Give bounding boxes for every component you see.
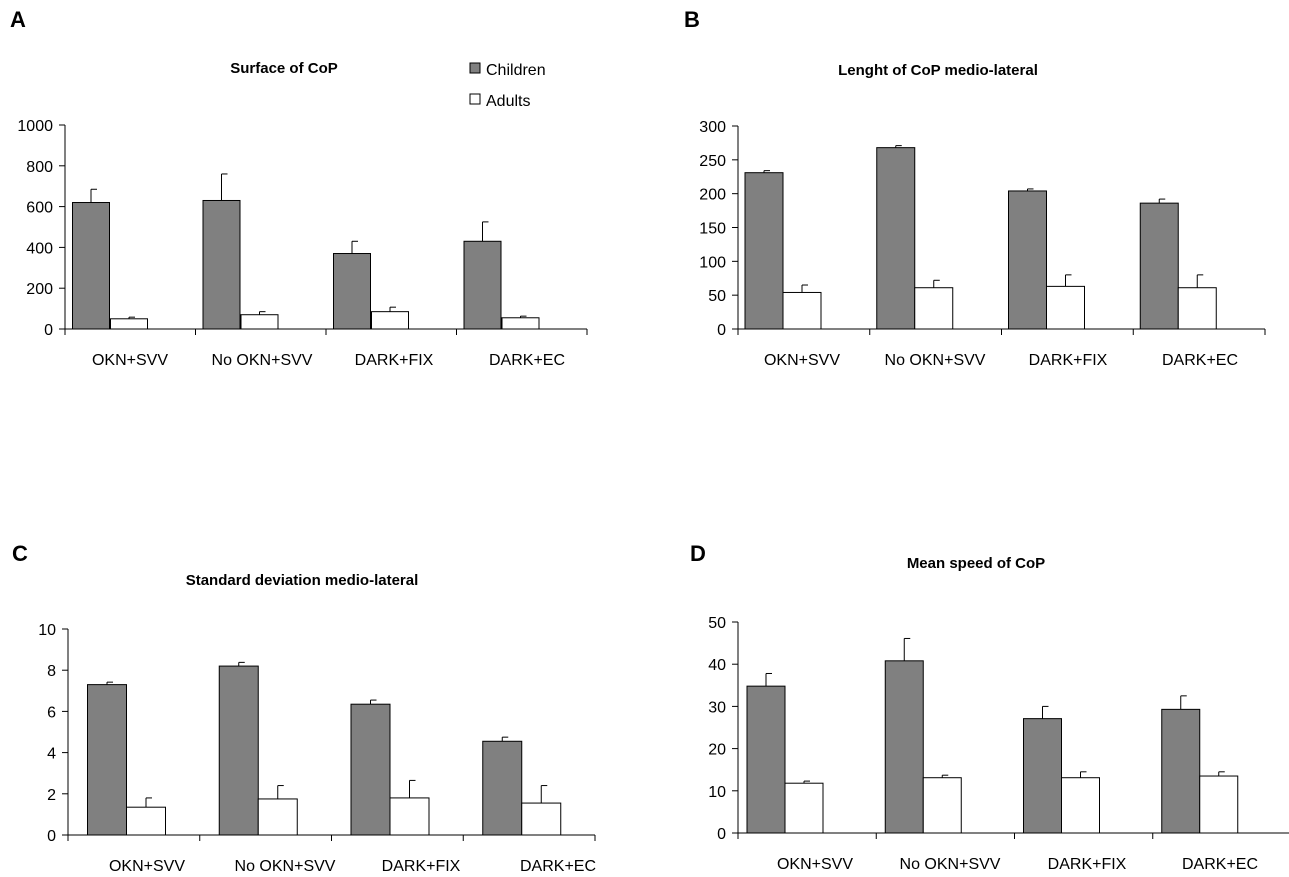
panel-d-title: Mean speed of CoP bbox=[907, 555, 1045, 572]
panel-b-category-label-2: DARK+FIX bbox=[1029, 352, 1108, 369]
panel-c-title: Standard deviation medio-lateral bbox=[186, 572, 419, 589]
panel-d-y-tick-label-5: 50 bbox=[708, 615, 726, 632]
panel-a-y-tick-label-3: 600 bbox=[26, 200, 53, 217]
panel-d-y-tick-label-4: 40 bbox=[708, 657, 726, 674]
panel-b-bar-children-0 bbox=[744, 172, 784, 330]
panel-a-y-tick-label-0: 0 bbox=[44, 322, 53, 339]
panel-a-y-tick-label-2: 400 bbox=[26, 240, 53, 257]
panel-b-bar-adults-2 bbox=[1046, 285, 1085, 330]
legend-label-adults: Adults bbox=[486, 93, 530, 110]
panel-c-y-tick-label-5: 10 bbox=[38, 622, 56, 639]
panel-b-category-label-3: DARK+EC bbox=[1162, 352, 1238, 369]
panel-d-bar-children-3 bbox=[1161, 708, 1201, 834]
panel-c-y-tick-label-2: 4 bbox=[47, 746, 56, 763]
panel-d-bar-adults-0 bbox=[784, 782, 824, 834]
panel-a-bar-adults-1 bbox=[240, 314, 279, 330]
panel-a-category-label-0: OKN+SVV bbox=[92, 352, 168, 369]
panel-a-bar-children-3 bbox=[463, 240, 502, 330]
panel-b-title: Lenght of CoP medio-lateral bbox=[838, 62, 1038, 79]
panel-a-bar-children-1 bbox=[202, 199, 241, 330]
panel-b-category-label-0: OKN+SVV bbox=[764, 352, 840, 369]
panel-c: C Standard deviation medio-lateral 0 2 4 6 8… bbox=[12, 541, 596, 875]
panel-b-y-tick-label-6: 300 bbox=[699, 119, 726, 136]
panel-a-y-tick-label-1: 200 bbox=[26, 281, 53, 298]
panel-d-bar-children-1 bbox=[884, 660, 924, 834]
panel-b-bar-adults-1 bbox=[914, 287, 954, 330]
panel-a-letter: A bbox=[10, 7, 26, 32]
panel-b-y-tick-label-2: 100 bbox=[699, 254, 726, 271]
panel-b-y-tick-label-0: 0 bbox=[717, 322, 726, 339]
panel-b-category-label-1: No OKN+SVV bbox=[885, 352, 986, 369]
panel-c-y-tick-label-1: 2 bbox=[47, 787, 56, 804]
panel-d-y-tick-label-3: 30 bbox=[708, 699, 726, 716]
panel-a-category-label-1: No OKN+SVV bbox=[212, 352, 313, 369]
panel-d: D Mean speed of CoP 0 10 20 30 40 50 OKN+SVV No… bbox=[690, 541, 1289, 873]
panel-d-bar-children-0 bbox=[746, 685, 786, 834]
panel-c-bar-adults-3 bbox=[521, 802, 562, 836]
panel-b-bar-children-2 bbox=[1008, 190, 1047, 330]
panel-a-category-label-2: DARK+FIX bbox=[355, 352, 434, 369]
panel-b-bar-children-3 bbox=[1139, 202, 1179, 330]
panel-c-y-tick-label-4: 8 bbox=[47, 663, 56, 680]
legend-label-children: Children bbox=[486, 62, 546, 79]
panel-c-category-label-0: OKN+SVV bbox=[109, 858, 185, 875]
panel-c-bar-children-0 bbox=[87, 684, 127, 836]
panel-d-y-tick-label-1: 10 bbox=[708, 784, 726, 801]
panel-b-y-tick-label-1: 50 bbox=[708, 288, 726, 305]
legend: Children Adults bbox=[469, 62, 546, 110]
panel-c-bar-children-3 bbox=[482, 740, 523, 836]
panel-b-bar-children-1 bbox=[876, 147, 916, 330]
panel-b: B Lenght of CoP medio-lateral 0 50 100 150 2… bbox=[684, 7, 1266, 369]
panel-d-bar-adults-1 bbox=[922, 777, 962, 834]
panel-a-bar-adults-3 bbox=[501, 317, 540, 330]
panel-d-bar-adults-2 bbox=[1061, 777, 1100, 834]
panel-c-category-label-3: DARK+EC bbox=[520, 858, 596, 875]
panel-b-y-tick-label-4: 200 bbox=[699, 187, 726, 204]
panel-c-letter: C bbox=[12, 541, 28, 566]
legend-swatch-children bbox=[469, 62, 481, 74]
panel-d-category-label-3: DARK+EC bbox=[1182, 856, 1258, 873]
panel-b-bar-adults-0 bbox=[782, 291, 822, 330]
panel-b-y-tick-label-3: 150 bbox=[699, 221, 726, 238]
panel-c-category-label-1: No OKN+SVV bbox=[235, 858, 336, 875]
panel-a-title: Surface of CoP bbox=[230, 60, 338, 77]
panel-d-letter: D bbox=[690, 541, 706, 566]
panel-d-category-label-2: DARK+FIX bbox=[1048, 856, 1127, 873]
panel-d-category-label-0: OKN+SVV bbox=[777, 856, 853, 873]
panel-b-letter: B bbox=[684, 7, 700, 32]
panel-a-category-label-3: DARK+EC bbox=[489, 352, 565, 369]
panel-d-bar-children-2 bbox=[1023, 718, 1062, 834]
panel-d-bar-adults-3 bbox=[1199, 775, 1239, 834]
panel-c-y-tick-label-3: 6 bbox=[47, 704, 56, 721]
panel-c-bar-children-2 bbox=[350, 703, 391, 836]
panel-b-bar-adults-3 bbox=[1177, 287, 1217, 330]
panel-d-y-tick-label-0: 0 bbox=[717, 826, 726, 843]
panel-a-y-tick-label-4: 800 bbox=[26, 159, 53, 176]
panel-a-bar-children-2 bbox=[333, 253, 371, 330]
panel-c-category-label-2: DARK+FIX bbox=[382, 858, 461, 875]
panel-c-y-tick-label-0: 0 bbox=[47, 828, 56, 845]
panel-c-bar-adults-1 bbox=[257, 798, 298, 836]
panel-a-bar-children-0 bbox=[72, 202, 110, 330]
panel-a-y-tick-label-5: 1000 bbox=[17, 118, 53, 135]
legend-swatch-adults bbox=[469, 93, 481, 105]
panel-c-bar-adults-0 bbox=[126, 806, 166, 836]
panel-a: A Surface of CoP 0 200 400 600 800 1000 OKN+SV… bbox=[10, 7, 588, 369]
panel-c-bar-children-1 bbox=[218, 665, 259, 836]
panel-a-bar-adults-0 bbox=[110, 318, 148, 330]
panel-b-y-tick-label-5: 250 bbox=[699, 153, 726, 170]
panel-d-category-label-1: No OKN+SVV bbox=[900, 856, 1001, 873]
panel-c-bar-adults-2 bbox=[389, 797, 430, 836]
panel-d-y-tick-label-2: 20 bbox=[708, 742, 726, 759]
panel-a-bar-adults-2 bbox=[371, 311, 409, 330]
